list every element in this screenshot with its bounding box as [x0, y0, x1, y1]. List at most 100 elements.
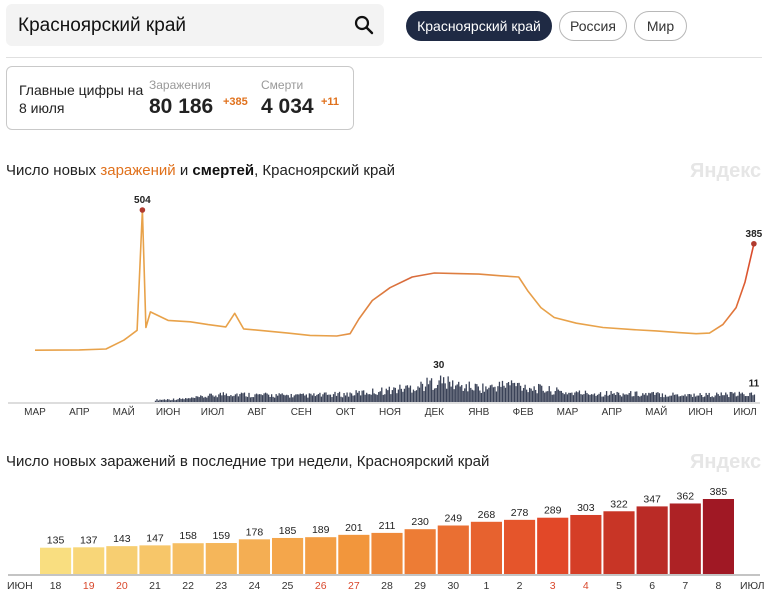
death-bar — [608, 394, 611, 402]
death-bar — [382, 394, 384, 402]
death-bar — [399, 384, 401, 402]
death-bar — [708, 392, 710, 402]
death-bar — [467, 391, 469, 402]
search-input[interactable]: Красноярский край — [18, 15, 186, 36]
death-bar — [270, 394, 273, 402]
x-tick-label: МАР — [557, 407, 579, 418]
death-bar — [711, 396, 713, 402]
x-tick-label: СЕН — [291, 407, 312, 418]
death-bar — [702, 397, 704, 402]
death-bar — [261, 395, 264, 402]
death-bar — [700, 395, 703, 402]
bar-value-label: 322 — [610, 498, 628, 510]
death-bar — [277, 395, 279, 402]
region-pill-world[interactable]: Мир — [634, 11, 687, 41]
x-tick-label: ОКТ — [336, 407, 356, 418]
death-bar — [545, 391, 547, 402]
death-bar — [530, 388, 532, 402]
death-bar — [565, 392, 567, 402]
death-bar — [539, 384, 541, 402]
death-bar — [225, 393, 228, 402]
death-bar — [753, 394, 756, 402]
bar — [470, 521, 502, 574]
death-bar — [550, 391, 552, 402]
death-bar — [394, 387, 397, 402]
death-bar — [311, 395, 314, 402]
death-bar — [750, 392, 753, 402]
death-bar — [320, 396, 323, 402]
death-bar — [634, 391, 636, 402]
death-bar — [633, 396, 635, 402]
death-bar — [414, 391, 416, 402]
death-bar — [219, 392, 221, 402]
bar — [702, 499, 734, 574]
death-bar — [667, 396, 670, 402]
death-bar — [194, 397, 196, 402]
death-bar — [713, 397, 715, 402]
cases-deaths-chart: 504 385 30 11 МАР АПР МАЙ ИЮН ИЮЛ АВГ СЕН ОКТ НОЯ ДЕК… — [8, 195, 763, 418]
death-bar — [509, 385, 511, 402]
death-bar — [544, 392, 546, 402]
death-bar — [290, 393, 292, 402]
death-bar — [571, 392, 573, 402]
death-bar — [527, 392, 529, 402]
death-bar — [645, 393, 647, 402]
death-bar — [637, 395, 639, 402]
death-bar — [740, 393, 742, 402]
death-bar — [326, 394, 329, 402]
death-bar — [302, 393, 304, 402]
death-bar — [684, 394, 686, 402]
death-bar — [338, 391, 341, 402]
death-bar — [267, 394, 270, 402]
death-bar — [163, 399, 166, 402]
death-bar — [298, 394, 300, 402]
death-bar — [157, 400, 160, 402]
bar-value-label: 137 — [80, 534, 98, 546]
death-bar — [669, 395, 671, 402]
deaths-label: Смерти — [261, 78, 304, 92]
x-tick-label: 19 — [83, 580, 95, 592]
x-tick-label: 22 — [182, 580, 194, 592]
death-bar — [651, 392, 653, 402]
death-bar — [646, 395, 648, 402]
death-bar — [299, 393, 301, 402]
death-bar — [525, 389, 528, 402]
death-bar — [559, 390, 561, 402]
death-bar — [599, 392, 602, 402]
death-bar — [470, 387, 472, 402]
death-bar — [506, 383, 508, 402]
x-tick-label: ИЮН — [688, 407, 713, 418]
search-icon[interactable] — [354, 15, 374, 35]
death-bar — [252, 397, 255, 402]
death-bar — [747, 396, 750, 402]
bar-value-label: 143 — [113, 533, 131, 545]
bar-value-label: 278 — [511, 507, 529, 519]
death-bar — [654, 394, 656, 402]
region-pill-russia[interactable]: Россия — [559, 11, 627, 41]
death-bar — [663, 397, 665, 402]
death-bar — [729, 391, 731, 402]
death-bar — [334, 391, 336, 402]
death-bar — [204, 396, 206, 402]
search-bar[interactable]: Красноярский край — [6, 4, 384, 46]
death-bar — [494, 386, 496, 402]
death-bar — [625, 394, 627, 402]
region-pill-krasnoyarsk[interactable]: Красноярский край — [406, 11, 552, 41]
death-bar — [384, 394, 386, 402]
death-bar — [390, 394, 392, 402]
death-bar — [203, 397, 205, 402]
death-bar — [455, 385, 457, 402]
death-bar — [583, 394, 585, 402]
x-tick-label: 25 — [282, 580, 294, 592]
death-bar — [631, 396, 633, 402]
death-bar — [343, 393, 345, 402]
bar-value-label: 158 — [179, 530, 197, 542]
death-bar — [696, 395, 698, 402]
death-bar — [532, 390, 534, 402]
death-bar — [280, 394, 282, 402]
death-bar — [412, 389, 415, 402]
death-bar — [737, 395, 739, 402]
death-bar — [352, 395, 354, 402]
death-bar — [325, 392, 327, 402]
death-bar — [200, 395, 202, 402]
